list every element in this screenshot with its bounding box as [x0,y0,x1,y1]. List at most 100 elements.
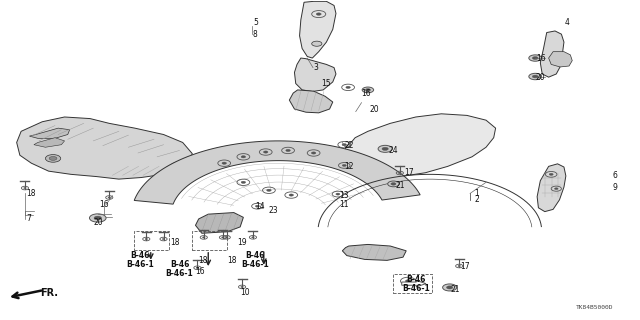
Text: FR.: FR. [40,288,58,298]
Text: B-46: B-46 [245,251,264,260]
Circle shape [316,13,321,15]
Polygon shape [548,52,572,67]
Polygon shape [537,164,566,212]
Text: 14: 14 [255,202,264,211]
Circle shape [365,89,371,91]
Text: 18: 18 [198,256,208,265]
Circle shape [447,286,452,289]
Text: B-46: B-46 [170,260,189,269]
Text: 16: 16 [100,200,109,209]
Polygon shape [289,90,333,113]
Circle shape [255,205,259,207]
Text: 10: 10 [240,288,250,297]
Text: B-46-1: B-46-1 [241,260,269,269]
Circle shape [378,145,392,152]
Circle shape [163,238,164,240]
Text: 16: 16 [536,53,545,62]
Text: B-46-1: B-46-1 [166,268,193,278]
Text: 18: 18 [170,238,179,247]
Polygon shape [195,212,243,233]
Text: 21: 21 [396,181,405,190]
Circle shape [529,55,541,61]
Text: B-46-1: B-46-1 [126,260,154,269]
Polygon shape [134,141,420,204]
Circle shape [289,194,294,196]
Text: 17: 17 [461,262,470,271]
Text: 23: 23 [269,206,278,215]
Polygon shape [300,1,336,58]
Polygon shape [540,31,564,77]
Circle shape [252,237,254,238]
Text: 19: 19 [237,238,246,247]
Circle shape [312,41,322,46]
Text: 18: 18 [227,256,237,265]
Circle shape [336,193,340,195]
Circle shape [399,172,401,173]
Text: 16: 16 [362,89,371,98]
Circle shape [554,188,558,189]
Text: 20: 20 [370,105,380,114]
Text: TK84B5000D: TK84B5000D [576,305,613,310]
Polygon shape [167,157,195,171]
Text: 12: 12 [344,162,354,171]
Polygon shape [294,58,336,92]
Circle shape [388,181,399,187]
Circle shape [312,152,316,154]
Circle shape [346,86,350,88]
Polygon shape [34,138,65,147]
Text: 22: 22 [344,141,354,150]
Text: B-46: B-46 [130,251,150,260]
Polygon shape [342,244,406,260]
Circle shape [458,265,460,267]
Text: B-46-1: B-46-1 [402,284,429,293]
Circle shape [286,149,291,152]
Circle shape [45,155,61,162]
Circle shape [49,156,57,160]
Text: 24: 24 [388,146,398,155]
Text: 3: 3 [314,63,319,72]
Text: B-46: B-46 [406,275,426,284]
Circle shape [94,216,102,220]
Text: 1: 1 [474,189,479,198]
Polygon shape [346,114,495,176]
Text: 7: 7 [26,214,31,223]
Circle shape [24,188,26,189]
Circle shape [222,162,227,164]
Text: 6: 6 [612,172,618,180]
Circle shape [532,57,538,60]
Circle shape [221,237,224,238]
Text: 15: 15 [321,79,331,88]
Circle shape [90,214,106,222]
Polygon shape [402,280,426,287]
Circle shape [264,151,268,153]
Polygon shape [17,117,192,179]
Circle shape [342,144,346,146]
Circle shape [267,189,271,191]
Text: 20: 20 [93,218,103,227]
Polygon shape [29,128,70,138]
Text: 11: 11 [339,200,349,209]
Circle shape [443,284,457,291]
Bar [192,231,227,250]
Circle shape [202,237,205,238]
Text: 2: 2 [474,195,479,204]
Text: 17: 17 [404,168,414,177]
Text: 13: 13 [339,190,349,200]
Circle shape [241,286,243,288]
Circle shape [108,197,111,198]
Text: 20: 20 [536,73,545,82]
Circle shape [362,87,374,93]
Circle shape [549,173,553,175]
Bar [394,274,432,293]
Circle shape [532,75,538,78]
Circle shape [145,238,148,240]
Text: 9: 9 [612,183,618,192]
Circle shape [241,156,246,158]
Text: 16: 16 [195,267,205,276]
Text: 18: 18 [26,189,36,198]
Circle shape [391,183,396,185]
Text: 5: 5 [253,19,258,28]
Circle shape [225,237,228,238]
Circle shape [529,73,541,80]
Circle shape [406,280,411,283]
